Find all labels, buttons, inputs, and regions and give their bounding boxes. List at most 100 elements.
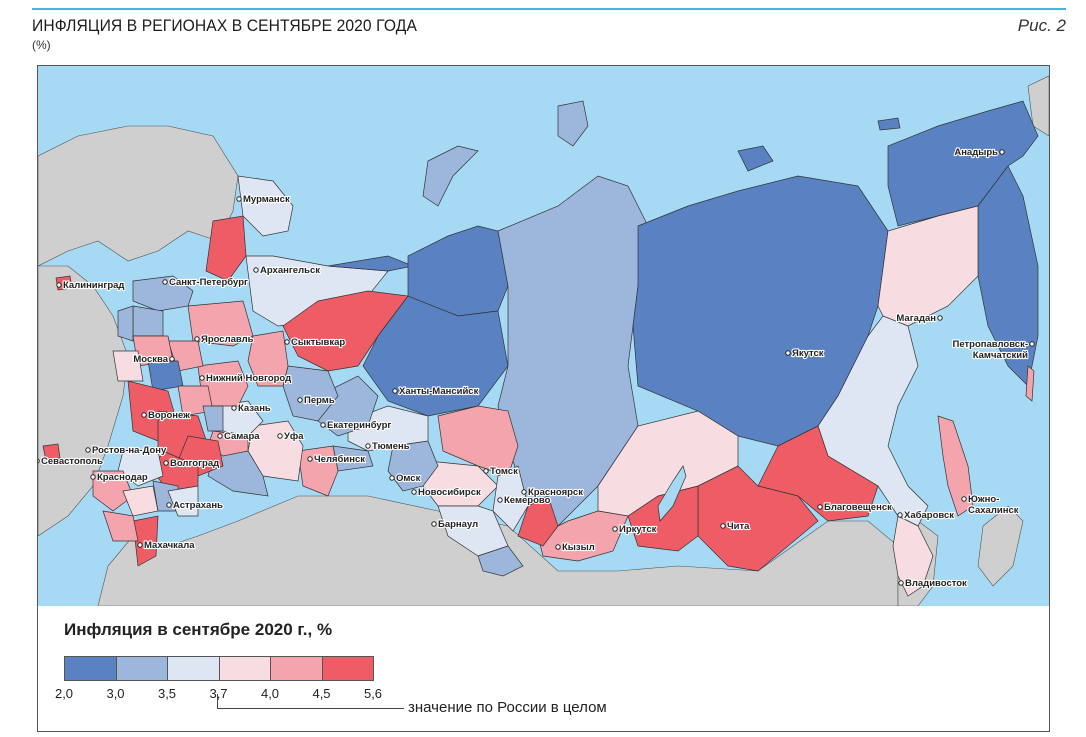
city-marker: [898, 580, 904, 586]
city-label: Челябинск: [314, 454, 365, 465]
island-kurils: [1025, 365, 1035, 402]
region-spb-leningrad: [132, 275, 194, 312]
island-wrangel: [877, 117, 901, 131]
city-marker: [961, 496, 967, 502]
city-marker: [137, 542, 143, 548]
region-chukotka: [887, 100, 1039, 227]
region-north-caucasus: [102, 510, 139, 542]
city-marker: [999, 149, 1005, 155]
region-crimea: [42, 443, 61, 462]
city-label: Южно-: [968, 494, 999, 505]
region-rostov: [117, 450, 164, 487]
legend-tick: 4,0: [260, 686, 280, 701]
city-label: Барнаул: [438, 519, 478, 530]
city-marker: [817, 504, 823, 510]
city-label: Сыктывкар: [291, 337, 345, 348]
city-label: Благовещенск: [824, 502, 892, 513]
city-marker: [785, 350, 791, 356]
city-marker: [38, 458, 40, 464]
city-label: Калининград: [63, 280, 124, 291]
city-marker: [521, 489, 527, 495]
city-marker: [389, 475, 395, 481]
city-label: Петропавловск-: [953, 339, 1029, 350]
city-marker: [85, 447, 91, 453]
city-label: Томск: [490, 466, 518, 477]
city-marker: [253, 267, 259, 273]
region-khanty: [362, 295, 509, 417]
region-magadan: [877, 205, 979, 327]
region-kemerovo: [492, 465, 529, 532]
city-marker: [163, 460, 169, 466]
city-label: Самара: [224, 431, 260, 442]
foreign-land-alaska: [1027, 75, 1049, 137]
city-marker: [284, 339, 290, 345]
region-astrakhan: [167, 485, 199, 517]
legend-bin-5: [321, 656, 374, 681]
legend-bin-0: [64, 656, 117, 681]
region-khakassia: [517, 495, 559, 547]
region-penza: [202, 405, 224, 432]
city-marker: [194, 336, 200, 342]
city-label: Мурманск: [243, 194, 290, 205]
city-marker: [497, 497, 503, 503]
city-label: Астрахань: [173, 500, 223, 511]
region-primorye: [892, 515, 934, 597]
legend-bin-2: [167, 656, 220, 681]
city-label: Иркутск: [619, 524, 657, 535]
city-label: Омск: [396, 473, 421, 484]
region-kirov: [247, 330, 289, 387]
region-pskov: [117, 305, 134, 342]
legend-tick: 3,7: [209, 686, 228, 701]
region-tomsk: [437, 405, 519, 477]
city-label: Архангельск: [260, 265, 320, 276]
city-marker: [56, 282, 62, 288]
region-krasnodar: [92, 470, 134, 512]
legend-bin-4: [270, 656, 323, 681]
city-label: Анадырь: [954, 147, 998, 158]
island-novaya-zemlya: [422, 145, 479, 207]
region-karelia: [205, 215, 247, 282]
city-label: Красноярск: [528, 487, 583, 498]
inflation-map: Мурманск Архангельск Калининград Санкт-Пете…: [38, 66, 1049, 606]
map-frame: Мурманск Архангельск Калининград Санкт-Пете…: [37, 65, 1050, 732]
legend-tick: 3,5: [157, 686, 177, 701]
city-label: Тюмень: [372, 441, 410, 452]
city-marker: [411, 489, 417, 495]
region-zabaikalsky: [697, 465, 819, 572]
city-label: Ярославль: [201, 334, 254, 345]
city-marker: [483, 468, 489, 474]
region-kamchatka: [977, 165, 1039, 387]
region-vologda: [187, 300, 254, 347]
city-marker: [897, 512, 903, 518]
region-tuva: [537, 510, 629, 562]
russia-marker-leader: [217, 708, 404, 709]
city-label: Уфа: [284, 431, 304, 442]
city-marker: [1029, 341, 1035, 347]
city-label: Краснодар: [97, 472, 148, 483]
page-title: ИНФЛЯЦИЯ В РЕГИОНАХ В СЕНТЯБРЕ 2020 ГОДА: [32, 16, 417, 35]
city-label: Махачкала: [144, 540, 195, 551]
city-label: Чита: [727, 521, 750, 532]
city-label: Якутск: [792, 348, 824, 359]
city-marker: [365, 443, 371, 449]
city-marker: [277, 433, 283, 439]
city-marker: [162, 279, 168, 285]
city-label: Пермь: [304, 395, 335, 406]
city-label: Кызыл: [562, 542, 595, 553]
city-label: Кемерово: [504, 495, 551, 506]
city-label: Сахалинск: [968, 505, 1019, 516]
city-marker: [169, 356, 175, 362]
city-label: Волгоград: [170, 458, 219, 469]
city-label: Хабаровск: [904, 510, 954, 521]
lake-baikal: [657, 465, 687, 522]
city-marker: [612, 526, 618, 532]
island-severnaya-zemlya: [557, 100, 589, 147]
city-label: Ханты-Мансийск: [399, 386, 479, 397]
city-marker: [937, 315, 943, 321]
city-label: Севастополь: [41, 456, 103, 467]
city-marker: [555, 544, 561, 550]
legend-tick: 5,6: [363, 686, 383, 701]
region-smolensk: [112, 350, 144, 382]
foreign-land-japan: [977, 505, 1024, 587]
city-label: Нижний Новгород: [206, 373, 291, 384]
